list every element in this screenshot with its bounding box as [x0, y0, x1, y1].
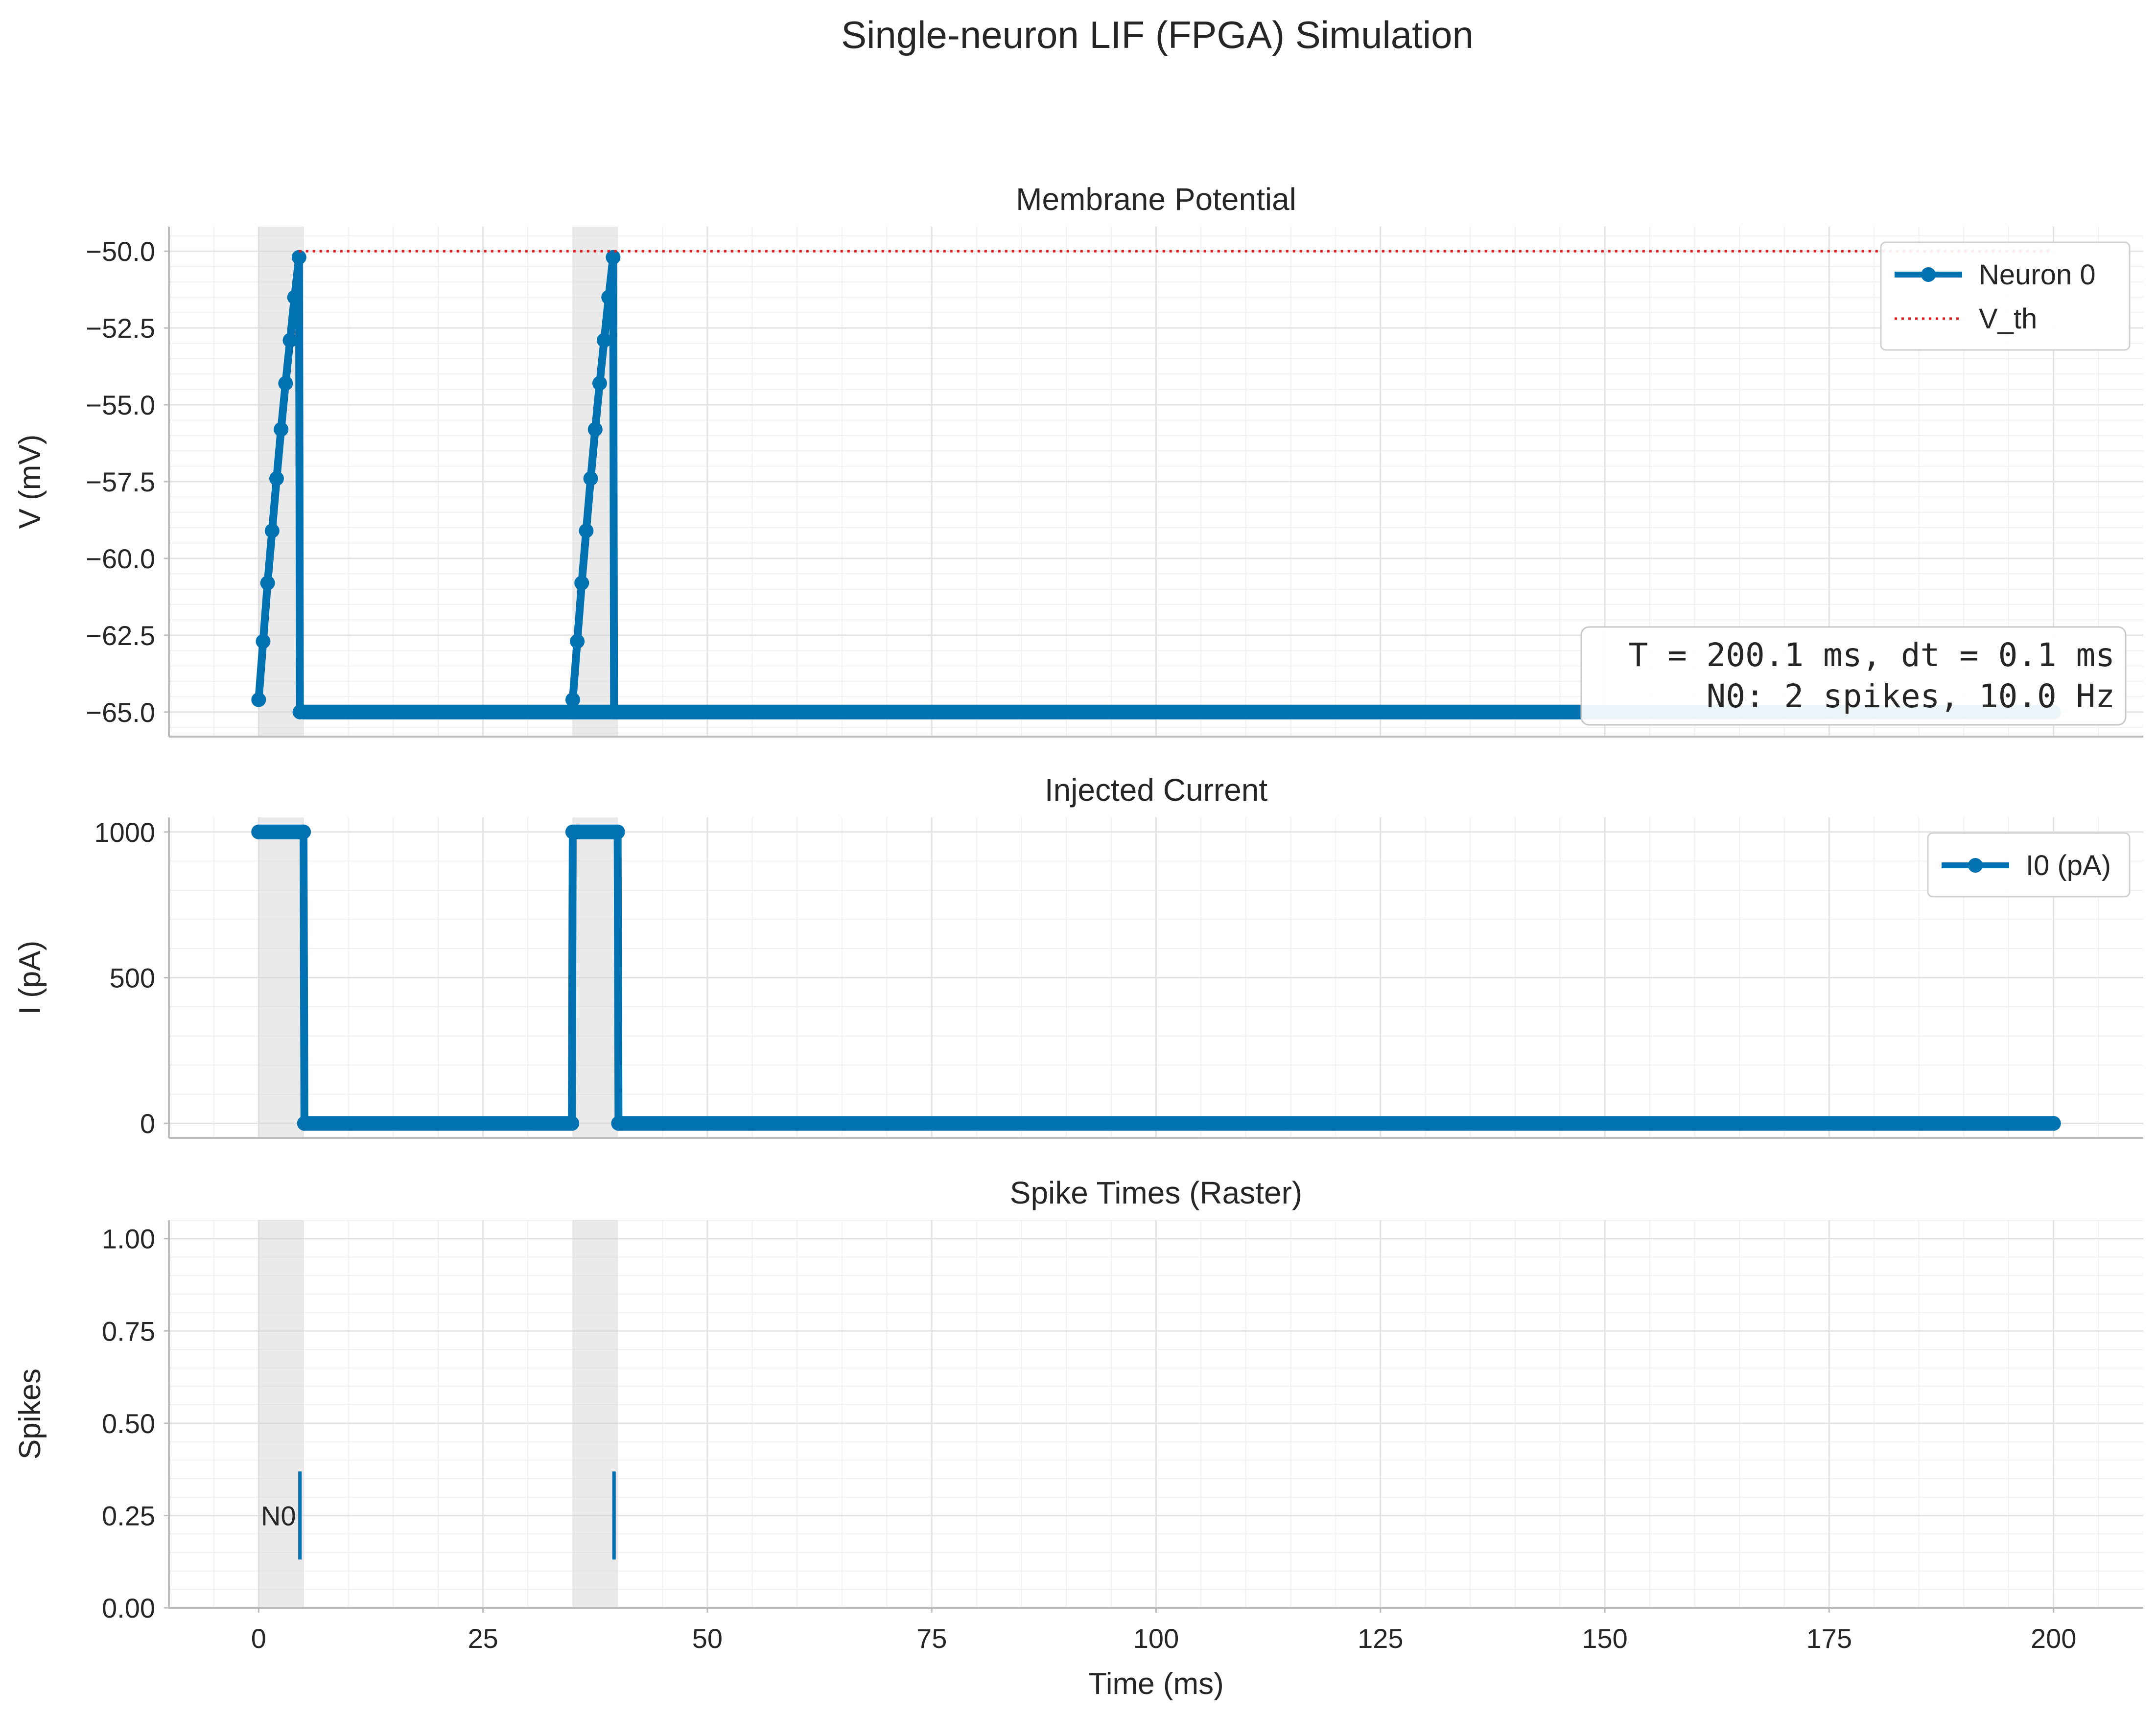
stats-annotation-line: N0: 2 spikes, 10.0 Hz	[1707, 677, 2115, 715]
series-point	[597, 333, 612, 348]
series-point	[565, 692, 580, 707]
y-tick-label: 0.00	[102, 1593, 155, 1623]
figure-title: Single-neuron LIF (FPGA) Simulation	[841, 13, 1474, 56]
y-tick-label: 0.50	[102, 1408, 155, 1439]
y-tick-label: 0	[140, 1108, 155, 1139]
legend-swatch-marker	[1968, 858, 1983, 873]
series-point	[282, 333, 298, 348]
y-tick-label: −65.0	[86, 697, 155, 728]
legend-frame	[1927, 832, 2131, 898]
series-point	[587, 422, 603, 437]
series-point	[291, 250, 306, 265]
series-point	[260, 576, 275, 591]
panel-3: 0.00 0.25 0.50 0.75 1.00 0 25 50 75 100 125 150 175 2…	[13, 1175, 2143, 1701]
shaded-interval	[258, 817, 304, 1138]
x-tick-label: 175	[1806, 1623, 1852, 1654]
series-point	[606, 250, 621, 265]
shaded-interval	[572, 817, 618, 1138]
y-tick-label: 1.00	[102, 1224, 155, 1254]
x-tick-label: 150	[1582, 1623, 1627, 1654]
y-tick-label: 500	[110, 963, 155, 994]
x-tick-label: 125	[1358, 1623, 1403, 1654]
series-point	[574, 576, 589, 591]
series-point	[610, 704, 625, 719]
y-tick-label: 0.25	[102, 1500, 155, 1531]
panel-title: Injected Current	[1045, 772, 1268, 808]
raster-row-label: N0	[261, 1500, 296, 1531]
series-point	[264, 523, 280, 538]
y-tick-label: 1000	[94, 817, 155, 848]
x-tick-label: 25	[468, 1623, 498, 1654]
y-tick-label: −60.0	[86, 543, 155, 574]
legend: Neuron 0 V_th	[1880, 241, 2131, 351]
legend-label: I0 (pA)	[2026, 850, 2111, 881]
x-tick-label: 100	[1133, 1623, 1179, 1654]
stats-annotation-frame	[1580, 626, 2127, 726]
legend-label: V_th	[1979, 303, 2037, 335]
x-tick-label: 0	[251, 1623, 266, 1654]
series-point	[287, 290, 302, 305]
series-point	[251, 692, 266, 707]
x-tick-label: 50	[692, 1623, 723, 1654]
plot-area	[298, 1471, 616, 1560]
series-line	[258, 828, 2054, 1128]
legend: I0 (pA)	[1927, 832, 2131, 898]
y-tick-label: −62.5	[86, 620, 155, 651]
panels: −50.0 −52.5 −55.0 −57.5 −60.0 −62.5 −65.0 Membr…	[13, 182, 2143, 1701]
y-tick-label: −52.5	[86, 313, 155, 344]
series-point	[583, 471, 598, 486]
panel-2: 0 500 1000 Injected Current I (pA) I0 (pA)	[13, 772, 2143, 1139]
x-tick-label: 75	[916, 1623, 947, 1654]
y-axis-label: V (mV)	[13, 435, 47, 529]
series-point	[579, 523, 594, 538]
stats-annotation-line: T = 200.1 ms, dt = 0.1 ms	[1629, 636, 2115, 674]
y-tick-label: −55.0	[86, 390, 155, 420]
y-axis-label: I (pA)	[13, 941, 47, 1015]
plot-area	[251, 824, 2061, 1131]
y-tick-label: −50.0	[86, 236, 155, 267]
x-tick-label: 200	[2031, 1623, 2076, 1654]
series-point	[564, 704, 580, 719]
shaded-interval	[258, 1220, 304, 1608]
panel-title: Spike Times (Raster)	[1010, 1175, 1302, 1210]
legend-label: Neuron 0	[1979, 259, 2096, 291]
panel-title: Membrane Potential	[1016, 182, 1296, 217]
series-point	[274, 422, 289, 437]
series-point	[269, 471, 284, 486]
y-tick-label: 0.75	[102, 1316, 155, 1346]
x-axis-label: Time (ms)	[1088, 1667, 1224, 1701]
series-point	[592, 376, 607, 391]
series-point	[278, 376, 293, 391]
legend-swatch-marker	[1921, 267, 1936, 282]
shaded-interval	[572, 1220, 618, 1608]
series-point	[256, 634, 271, 649]
panel-1: −50.0 −52.5 −55.0 −57.5 −60.0 −62.5 −65.0 Membr…	[13, 182, 2143, 738]
series-point	[601, 290, 616, 305]
legend-frame	[1880, 241, 2131, 351]
series-point	[570, 634, 585, 649]
y-axis-label: Spikes	[13, 1368, 47, 1460]
y-tick-label: −57.5	[86, 466, 155, 497]
